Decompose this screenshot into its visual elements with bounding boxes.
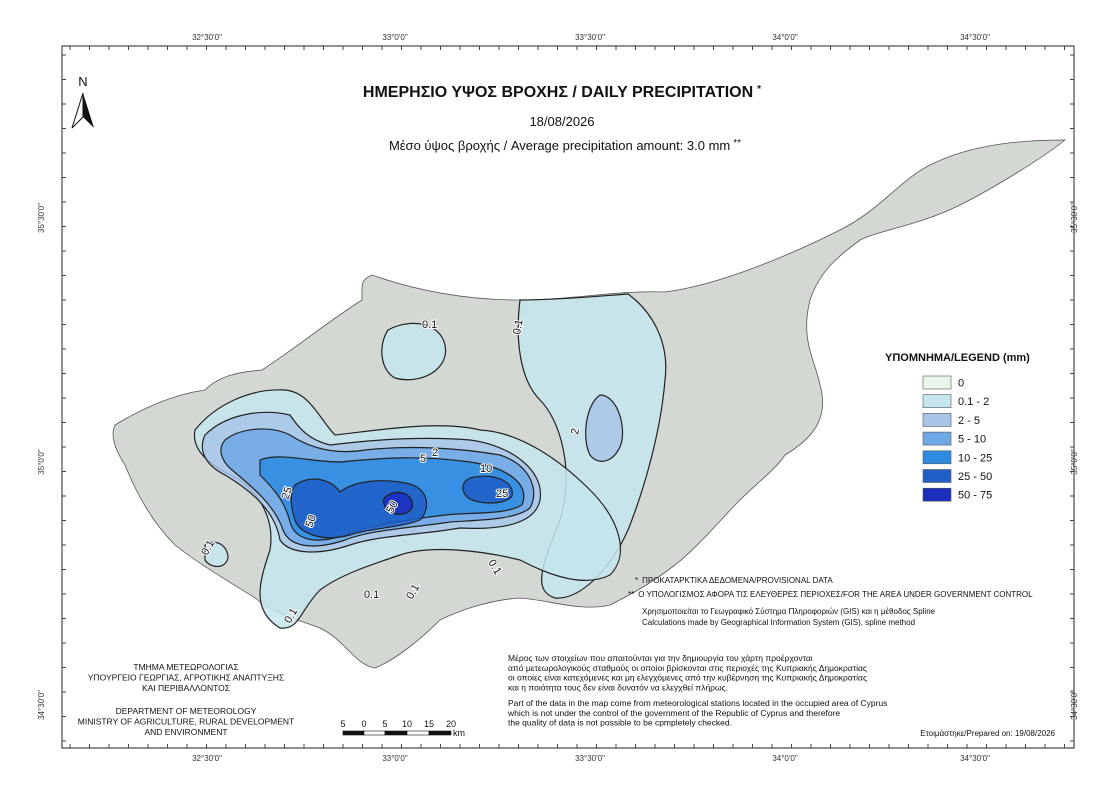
subtitle: Μέσο ύψος βροχής / Average precipitation… [389, 138, 741, 153]
note: από μετεωρολογικούς σταθμούς οι οποίοι β… [508, 663, 867, 673]
note: Χρησιμοποιείται το Γεωγραφικό Σύστημα Πλ… [642, 607, 936, 616]
legend-label: 0 [958, 378, 964, 390]
scale-segment [428, 730, 452, 736]
north-arrow [71, 92, 84, 129]
contour-label: 10 [480, 463, 492, 475]
contour-region [462, 475, 513, 504]
scale-segment [342, 730, 365, 736]
note: οι οποίες είναι κατεχόμενες και μη ελεγχ… [508, 673, 867, 683]
contour-label: 0.1 [511, 318, 525, 335]
legend-swatch [922, 487, 952, 502]
longitude-label: 34°30'0" [960, 33, 990, 42]
note: Part of the data in the map come from me… [508, 698, 887, 708]
contour-label: 0.1 [422, 319, 437, 331]
note: Calculations made by Geographical Inform… [642, 618, 915, 627]
scale-label: 5 [382, 719, 387, 729]
longitude-label: 33°30'0" [575, 754, 605, 763]
legend-swatch [922, 375, 952, 390]
note: Μέρος των στοιχείων που απαιτούνται για … [508, 653, 813, 663]
contour-label: 5 [420, 453, 426, 465]
legend-swatch [922, 469, 952, 483]
north-arrow [83, 93, 94, 128]
longitude-label: 33°0'0" [382, 33, 408, 42]
ministry-text: ΤΜΗΜΑ ΜΕΤΕΩΡΟΛΟΓΙΑΣ [133, 662, 238, 672]
scale-label: 15 [424, 719, 434, 729]
contour-label: 2 [569, 427, 582, 435]
note: και η ποιότητα τους δεν είναι δυνατόν να… [508, 682, 728, 692]
notes: Μέρος των στοιχείων που απαιτούνται για … [507, 653, 887, 728]
contour-region [381, 322, 447, 381]
longitude-label: 33°0'0" [382, 754, 408, 763]
legend-swatch [922, 394, 952, 409]
contour-region [204, 541, 229, 568]
legend: 0 0.1 - 2 2 - 5 5 - 10 10 - 25 25 - 50 50 - 75 [922, 375, 992, 502]
ministry-text: ΥΠΟΥΡΓΕΙΟ ΓΕΩΡΓΙΑΣ, ΑΓΡΟΤΙΚΗΣ ΑΝΑΠΤΥΞΗΣ [88, 673, 284, 683]
ministry-text: MINISTRY OF AGRICULTURE, RURAL DEVELOPME… [78, 717, 294, 727]
note: the quality of data is not possible to b… [508, 718, 732, 728]
contour-region [585, 394, 624, 462]
note: * ΠΡΟΚΑΤΑΡΚΤΙΚΑ ΔΕΔΟΜΕΝΑ/PROVISIONAL DATA [635, 576, 833, 585]
latitude-label: 34°30'0" [1070, 690, 1079, 720]
subtitle-mark: ** [733, 138, 741, 149]
contour-label: 2 [432, 447, 438, 459]
north-label: N [78, 74, 87, 89]
title: ΗΜΕΡΗΣΙΟ ΥΨΟΣ ΒΡΟΧΗΣ / DAILY PRECIPITATI… [363, 84, 761, 101]
contour-label: 25 [280, 485, 295, 501]
note: ** Ο ΥΠΟΛΟΓΙΣΜΟΣ ΑΦΟΡΑ ΤΙΣ ΕΛΕΥΘΕΡΕΣ ΠΕΡΙ… [628, 590, 1033, 599]
legend-swatch [922, 413, 952, 427]
legend-title: ΥΠΟΜΝΗΜΑ/LEGEND (mm) [885, 352, 1030, 364]
note-text: Ο ΥΠΟΛΟΓΙΣΜΟΣ ΑΦΟΡΑ ΤΙΣ ΕΛΕΥΘΕΡΕΣ ΠΕΡΙΟΧ… [638, 590, 1033, 599]
legend-label: 25 - 50 [958, 471, 992, 483]
scale-segment [406, 730, 430, 736]
prepared: Ετοιμάστηκε/Prepared on: 19/08/2026 [920, 729, 1055, 738]
graticule: 32°30'0" 32°30'0" 33°0'0" 33°0'0" 33°30'0" 33… [37, 33, 1079, 763]
longitude-label: 33°30'0" [575, 33, 605, 42]
note-text: ΠΡΟΚΑΤΑΡΚΤΙΚΑ ΔΕΔΟΜΕΝΑ/PROVISIONAL DATA [642, 576, 833, 585]
scale-segment [384, 730, 408, 736]
legend-label: 0.1 - 2 [958, 396, 989, 408]
scale-label: 5 [340, 719, 345, 729]
longitude-label: 34°0'0" [772, 754, 798, 763]
longitude-label: 32°30'0" [192, 754, 222, 763]
latitude-label: 34°30'0" [37, 690, 46, 720]
contour-label: 0.1 [364, 589, 379, 601]
note: which is not under the control of the go… [507, 708, 840, 718]
scale-label: 0 [361, 719, 366, 729]
latitude-label: 35°0'0" [1070, 449, 1079, 475]
contour-region [382, 491, 413, 515]
latitude-label: 35°0'0" [37, 449, 46, 475]
legend-swatch [922, 431, 952, 446]
longitude-label: 34°30'0" [960, 754, 990, 763]
legend-swatch [922, 450, 952, 465]
ministry-text: AND ENVIRONMENT [144, 727, 227, 737]
note-mark: * [635, 576, 638, 585]
contour-label: 25 [496, 488, 508, 500]
subtitle-text: Μέσο ύψος βροχής / Average precipitation… [389, 138, 730, 153]
legend-label: 2 - 5 [958, 415, 980, 427]
ministry-text: ΚΑΙ ΠΕΡΙΒΑΛΛΟΝΤΟΣ [142, 683, 230, 693]
contour-label: 50 [304, 513, 319, 529]
scale-label: 10 [402, 719, 412, 729]
ministry-text: DEPARTMENT OF METEOROLOGY [116, 706, 257, 716]
scale-label: 20 [446, 719, 456, 729]
title-mark: * [757, 84, 761, 95]
date: 18/08/2026 [529, 114, 594, 129]
legend-label: 50 - 75 [958, 490, 992, 502]
longitude-label: 34°0'0" [772, 33, 798, 42]
latitude-label: 35°30'0" [1070, 203, 1079, 233]
title-text: ΗΜΕΡΗΣΙΟ ΥΨΟΣ ΒΡΟΧΗΣ / DAILY PRECIPITATI… [363, 84, 753, 101]
legend-label: 10 - 25 [958, 452, 992, 464]
scale-unit: km [453, 728, 465, 738]
longitude-label: 32°30'0" [192, 33, 222, 42]
legend-label: 5 - 10 [958, 434, 986, 446]
note-mark: ** [628, 590, 634, 599]
latitude-label: 35°30'0" [37, 203, 46, 233]
scale-segment [363, 730, 386, 736]
